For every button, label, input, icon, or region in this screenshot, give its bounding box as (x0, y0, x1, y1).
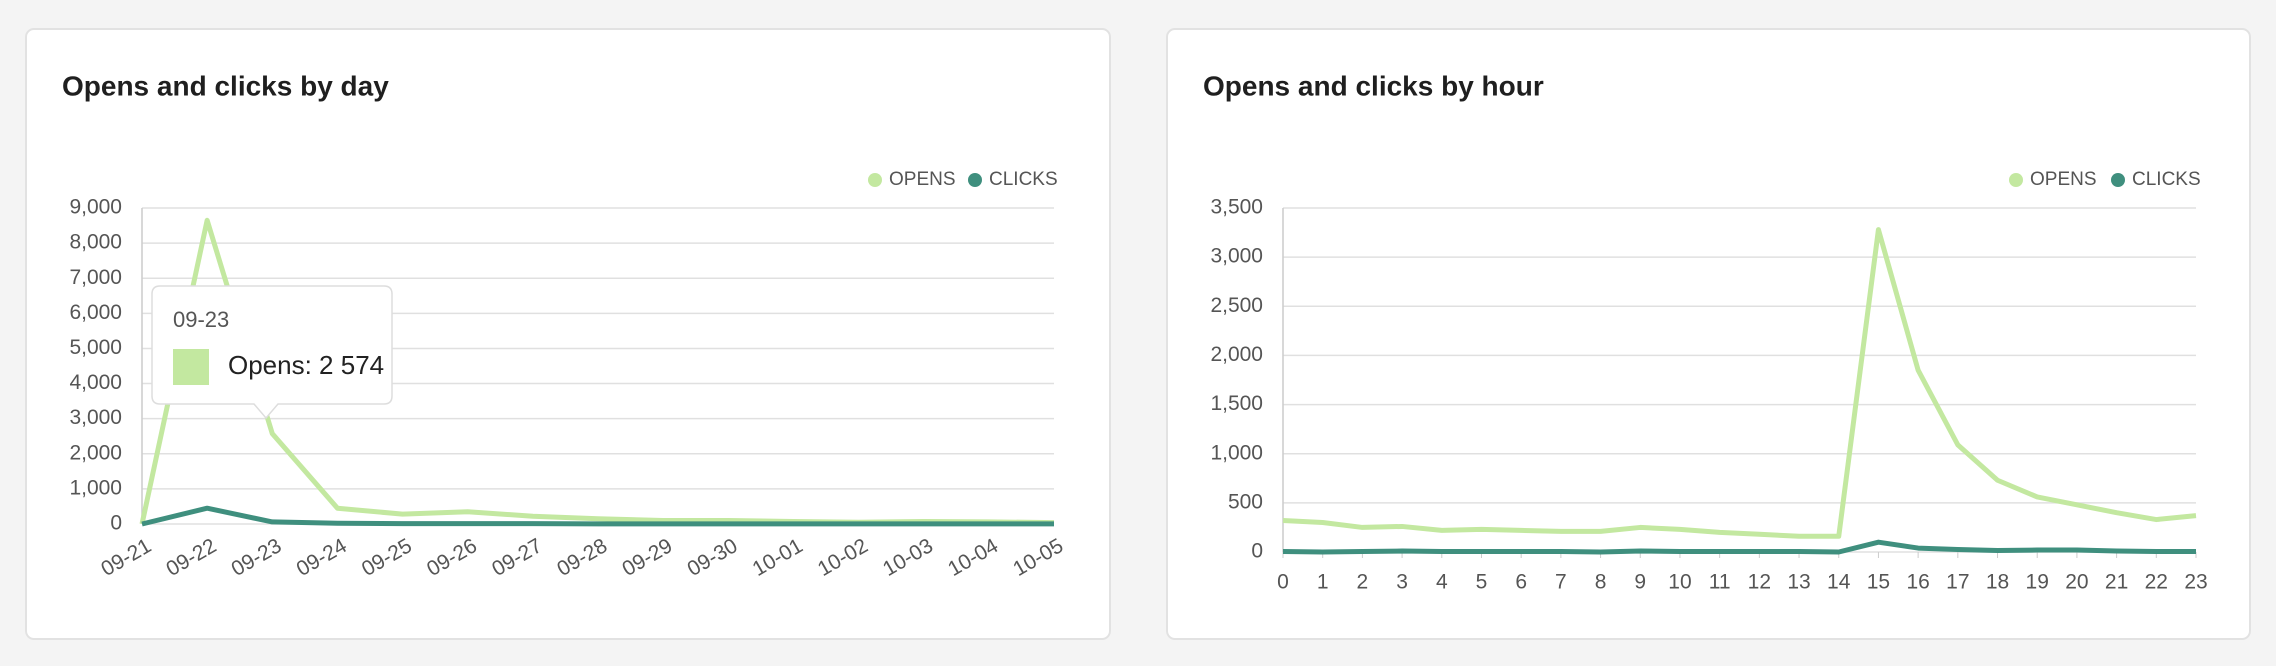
x-tick-label: 18 (1986, 571, 2009, 594)
y-tick-label: 2,000 (1210, 343, 1263, 366)
y-tick-label: 3,500 (1210, 196, 1263, 219)
y-tick-label: 1,500 (1210, 392, 1263, 415)
legend-marker (2009, 173, 2023, 187)
x-tick-label: 6 (1515, 571, 1527, 594)
y-tick-label: 0 (110, 512, 122, 535)
x-tick-label: 11 (1709, 571, 1731, 594)
x-tick-label: 5 (1476, 571, 1488, 594)
x-tick-label: 0 (1277, 571, 1289, 594)
x-tick-label: 7 (1555, 571, 1567, 594)
y-tick-label: 9,000 (69, 196, 122, 219)
x-tick-label: 19 (2026, 571, 2049, 594)
chart-title: Opens and clicks by day (62, 70, 389, 101)
y-tick-label: 2,500 (1210, 294, 1263, 317)
y-tick-label: 4,000 (69, 371, 122, 394)
legend-marker (968, 173, 982, 187)
x-tick-label: 16 (1906, 571, 1929, 594)
chart-title: Opens and clicks by hour (1203, 70, 1544, 101)
legend-label: CLICKS (2132, 169, 2201, 190)
x-tick-label: 21 (2105, 571, 2128, 594)
series-line (1282, 539, 2196, 555)
series-line (1282, 227, 2197, 539)
y-tick-label: 3,000 (69, 406, 122, 429)
y-tick-label: 0 (1251, 540, 1263, 563)
x-tick-label: 20 (2065, 571, 2088, 594)
x-tick-label: 12 (1748, 571, 1771, 594)
series-line (141, 505, 1054, 527)
x-tick-label: 17 (1946, 571, 1969, 594)
tooltip-title: 09-23 (173, 307, 229, 332)
x-tick-label: 15 (1867, 571, 1890, 594)
card (1166, 28, 2251, 640)
y-tick-label: 1,000 (69, 476, 122, 499)
y-tick-label: 5,000 (69, 336, 122, 359)
card (25, 28, 1111, 640)
legend-marker (2111, 173, 2125, 187)
x-tick-label: 1 (1317, 571, 1329, 594)
x-tick-label: 13 (1787, 571, 1810, 594)
y-tick-label: 500 (1228, 490, 1263, 513)
y-tick-label: 8,000 (69, 231, 122, 254)
x-tick-label: 9 (1634, 571, 1646, 594)
legend-label: OPENS (2030, 169, 2097, 190)
y-tick-label: 3,000 (1210, 245, 1263, 268)
tooltip-swatch (173, 349, 209, 385)
legend-label: OPENS (889, 169, 956, 190)
x-tick-label: 14 (1827, 571, 1851, 594)
tooltip-text: Opens: 2 574 (228, 350, 384, 380)
y-tick-label: 2,000 (69, 441, 122, 464)
x-tick-label: 22 (2145, 571, 2168, 594)
legend-marker (868, 173, 882, 187)
tooltip-box (151, 285, 393, 420)
y-tick-label: 7,000 (69, 266, 122, 289)
x-tick-label: 8 (1595, 571, 1607, 594)
x-tick-label: 4 (1436, 571, 1448, 594)
x-tick-label: 2 (1357, 571, 1369, 594)
x-tick-label: 23 (2184, 571, 2207, 594)
legend-label: CLICKS (989, 169, 1058, 190)
x-tick-label: 3 (1396, 571, 1408, 594)
y-tick-label: 6,000 (69, 301, 122, 324)
x-tick-label: 10 (1668, 571, 1691, 594)
y-tick-label: 1,000 (1210, 441, 1263, 464)
